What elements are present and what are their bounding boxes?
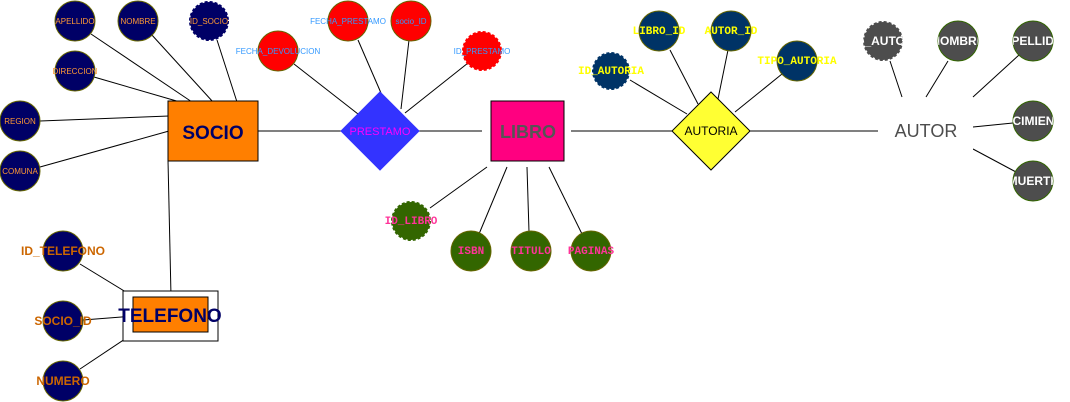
connector-socio-region	[39, 115, 170, 122]
attr-id-socio-label: ID_SOCIO	[190, 17, 228, 26]
attr-region-label: REGION	[4, 117, 36, 126]
attr-id-autor[interactable]: ID_AUTOR	[852, 21, 913, 61]
relation-prestamo-label: PRESTAMO	[350, 126, 411, 138]
entity-libro[interactable]: LIBRO	[490, 100, 565, 162]
attr-comuna[interactable]: COMUNA	[0, 150, 41, 192]
attr-apellido-label: APELLIDO	[55, 17, 94, 26]
attr-titulo[interactable]: TITULO	[510, 230, 552, 272]
connector-libro-id	[429, 166, 488, 209]
connector-libro-paginas	[548, 166, 583, 235]
connector-socio-comuna	[39, 130, 170, 168]
connector-autor-apellido	[972, 54, 1020, 98]
attr-isbn-label: ISBN	[458, 246, 484, 258]
connector-socio-direccion	[93, 76, 181, 103]
attr-id-libro-label: ID_LIBRO	[385, 216, 438, 228]
attr-fecha-prestamo[interactable]: FECHA_PRESTAMO	[310, 0, 386, 42]
connector-autoria-libro-id	[669, 49, 699, 105]
attr-id-autor-label: ID_AUTOR	[852, 34, 913, 48]
attr-id-telefono-label: ID_TELEFONO	[21, 244, 105, 258]
connector-autor-nombre	[925, 60, 949, 98]
attr-fecha-devolucion[interactable]: FECHA_DEVOLUCION	[236, 30, 321, 72]
attr-nombre[interactable]: NOMBRE	[117, 0, 159, 42]
attr-libro-id[interactable]: LIBRO_ID	[633, 10, 686, 52]
attr-titulo-label: TITULO	[511, 246, 551, 258]
attr-libro-id-label: LIBRO_ID	[633, 26, 686, 38]
connector-autoria-tipo	[734, 73, 783, 113]
entity-autor-label: AUTOR	[895, 121, 958, 141]
entity-socio[interactable]: SOCIO	[167, 100, 259, 162]
attr-fecha-devolucion-label: FECHA_DEVOLUCION	[236, 47, 321, 56]
attr-apellido[interactable]: APELLIDO	[54, 0, 96, 42]
connector-socio-id	[216, 39, 238, 103]
relation-autoria-label: AUTORIA	[684, 124, 737, 138]
attr-autor-nacimiento[interactable]: NACIMIENTO	[995, 100, 1070, 142]
attr-paginas-label: PAGINAS	[568, 246, 615, 258]
attr-paginas[interactable]: PAGINAS	[568, 230, 615, 272]
entity-libro-label: LIBRO	[500, 122, 556, 142]
entity-telefono-label: TELEFONO	[118, 306, 221, 327]
connector-prestamo-id	[404, 62, 469, 114]
attr-autor-id-label: AUTOR_ID	[705, 26, 758, 38]
attr-telefono-socio-id-label: SOCIO_ID	[34, 314, 92, 328]
connector-autor-nacimiento	[972, 122, 1014, 128]
connector-prestamo-socio-id	[400, 39, 410, 110]
attr-id-libro[interactable]: ID_LIBRO	[385, 201, 438, 241]
connector-socio-nombre	[150, 33, 214, 103]
attr-id-prestamo-label: ID_PRESTAMO	[454, 47, 511, 56]
attr-autor-muerte-label: MUERTE	[1008, 174, 1059, 188]
attr-numero-label: NUMERO	[36, 374, 89, 388]
connector-autor-id	[889, 60, 903, 98]
attr-socio-id-label: socio_ID	[395, 17, 426, 26]
attr-tipo-autoria[interactable]: TIPO_AUTORIA	[757, 40, 837, 82]
connector-libro-isbn	[478, 166, 508, 235]
connector-socio-apellido	[90, 33, 193, 103]
attr-autor-nombre-label: NOMBRE	[931, 34, 984, 48]
attr-tipo-autoria-label: TIPO_AUTORIA	[757, 56, 837, 68]
attr-fecha-prestamo-label: FECHA_PRESTAMO	[310, 17, 386, 26]
attr-autor-id[interactable]: AUTOR_ID	[705, 10, 758, 52]
attr-autor-apellido[interactable]: APELLIDO	[1003, 20, 1064, 62]
attr-id-telefono[interactable]: ID_TELEFONO	[21, 230, 105, 272]
connector-libro-titulo	[526, 166, 530, 233]
connector-prestamo-devolucion	[293, 63, 359, 115]
attr-isbn[interactable]: ISBN	[450, 230, 492, 272]
connector-autoria-autor-id	[717, 49, 729, 100]
attr-id-prestamo[interactable]: ID_PRESTAMO	[454, 31, 511, 71]
attr-id-autoria-label: ID_AUTORIA	[578, 66, 644, 78]
attr-telefono-socio-id[interactable]: SOCIO_ID	[34, 300, 92, 342]
connector-autoria-id	[629, 79, 688, 115]
attr-autor-apellido-label: APELLIDO	[1003, 34, 1064, 48]
connector-autor-muerte	[972, 148, 1017, 173]
relation-autoria[interactable]: AUTORIA	[671, 91, 751, 171]
attr-id-autoria[interactable]: ID_AUTORIA	[578, 52, 644, 90]
attr-region[interactable]: REGION	[0, 100, 41, 142]
attr-direccion[interactable]: DIRECCION	[53, 50, 98, 92]
attr-id-socio[interactable]: ID_SOCIO	[189, 1, 229, 41]
attr-socio-id[interactable]: socio_ID	[390, 0, 432, 42]
relation-prestamo[interactable]: PRESTAMO	[340, 91, 420, 171]
entity-socio-label: SOCIO	[182, 123, 243, 144]
attr-autor-nombre[interactable]: NOMBRE	[931, 20, 984, 62]
attr-nombre-label: NOMBRE	[120, 17, 155, 26]
attr-comuna-label: COMUNA	[2, 167, 38, 176]
entity-autor[interactable]: AUTOR	[878, 101, 973, 161]
entity-telefono[interactable]: TELEFONO	[118, 290, 222, 342]
connector-prestamo-fecha	[357, 39, 382, 94]
attr-numero[interactable]: NUMERO	[36, 360, 90, 402]
connector-socio-telefono	[167, 159, 172, 297]
attr-autor-nacimiento-label: NACIMIENTO	[995, 114, 1070, 128]
attr-autor-muerte[interactable]: MUERTE	[1008, 160, 1059, 202]
attr-direccion-label: DIRECCION	[53, 67, 98, 76]
